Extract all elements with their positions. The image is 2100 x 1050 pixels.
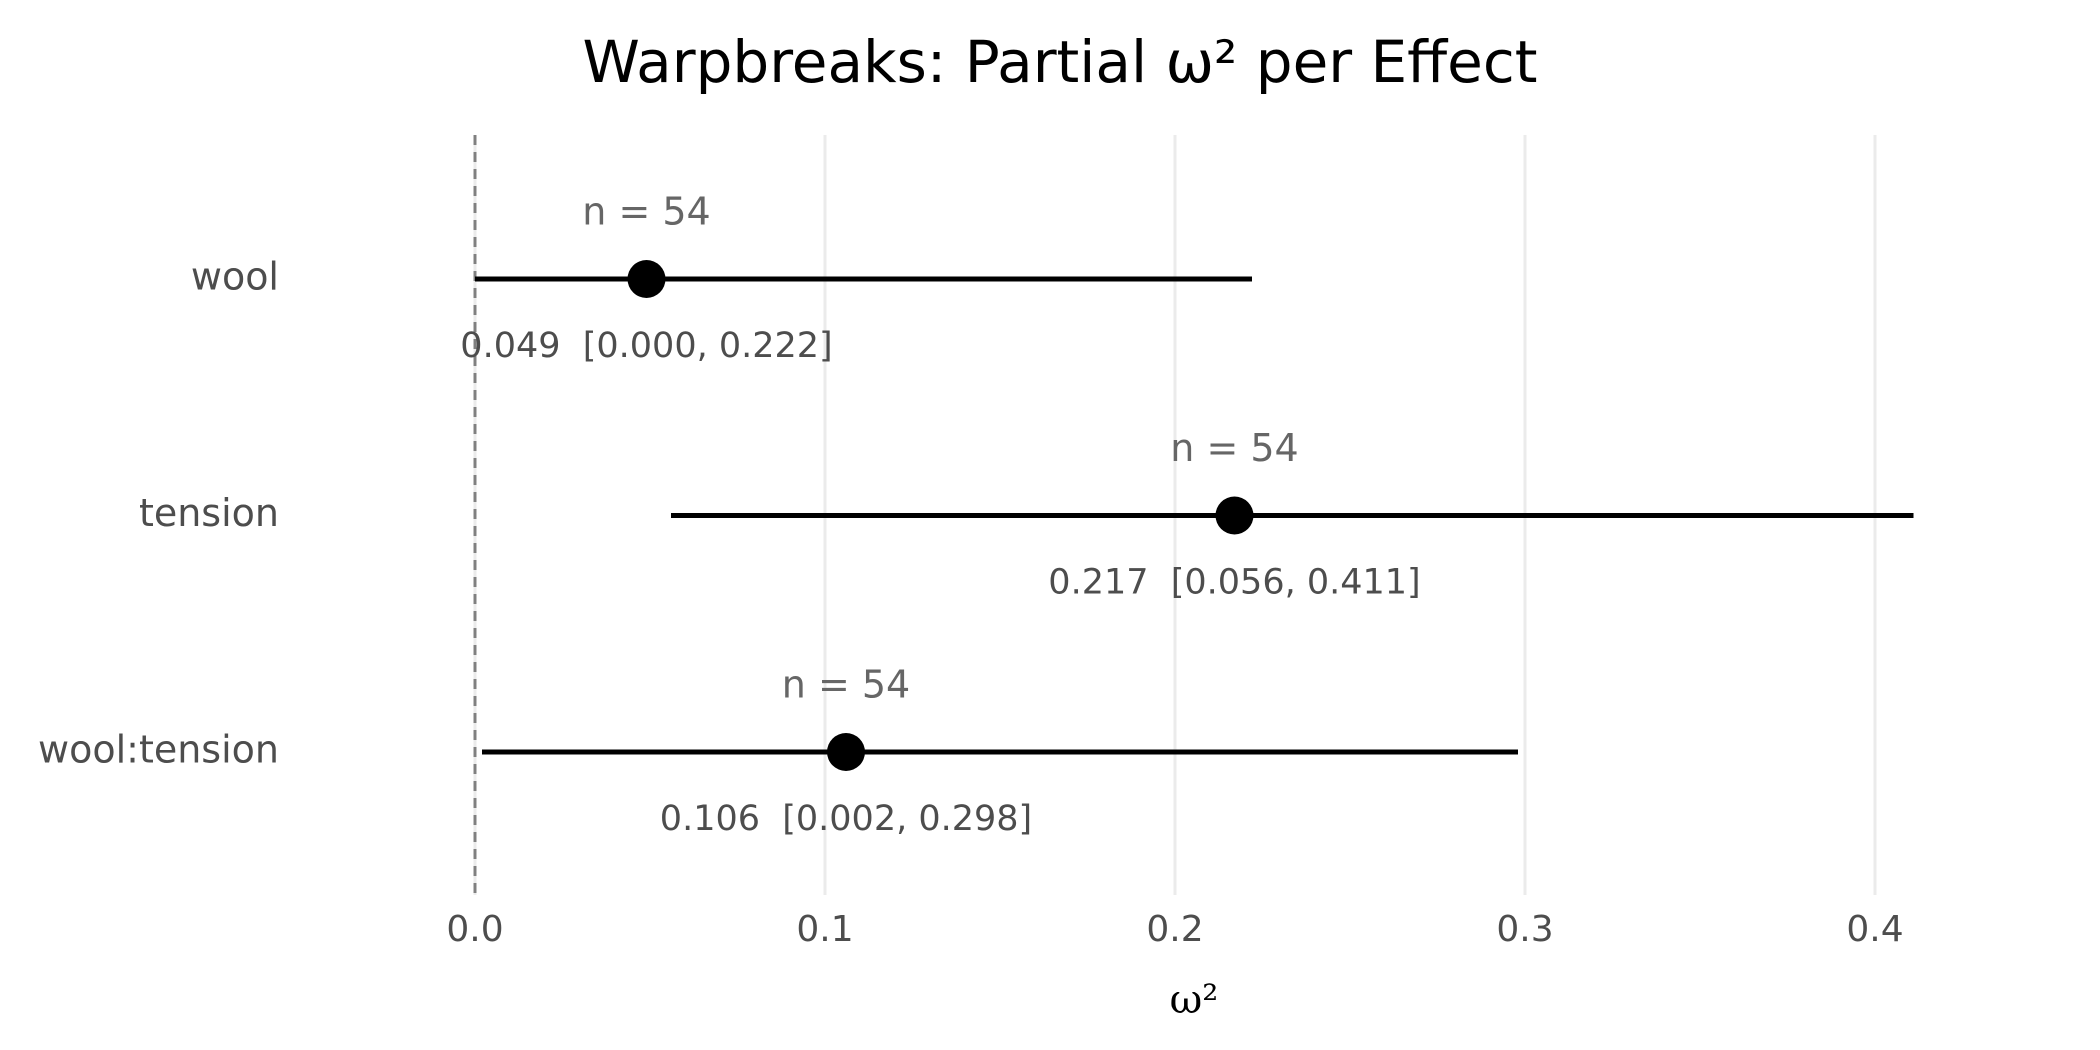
n-label: n = 54 <box>1170 426 1298 470</box>
n-label: n = 54 <box>582 190 710 234</box>
x-tick-label: 0.2 <box>1146 909 1203 950</box>
value-label: 0.217 [0.056, 0.411] <box>1048 563 1420 603</box>
point <box>1215 496 1254 535</box>
category-label: tension <box>139 491 279 535</box>
point <box>827 733 865 771</box>
n-label: n = 54 <box>782 663 910 707</box>
x-tick-label: 0.3 <box>1496 909 1553 950</box>
x-axis-label: ω² <box>1170 977 1219 1023</box>
x-tick-label: 0.4 <box>1846 909 1903 950</box>
category-label: wool:tension <box>38 728 279 772</box>
category-label: wool <box>191 255 279 299</box>
value-label: 0.049 [0.000, 0.222] <box>460 326 832 366</box>
x-tick-label: 0.0 <box>446 909 503 950</box>
point <box>627 260 666 298</box>
value-label: 0.106 [0.002, 0.298] <box>660 799 1032 839</box>
chart-title: Warpbreaks: Partial ω² per Effect <box>583 28 1538 96</box>
x-tick-label: 0.1 <box>796 909 853 950</box>
